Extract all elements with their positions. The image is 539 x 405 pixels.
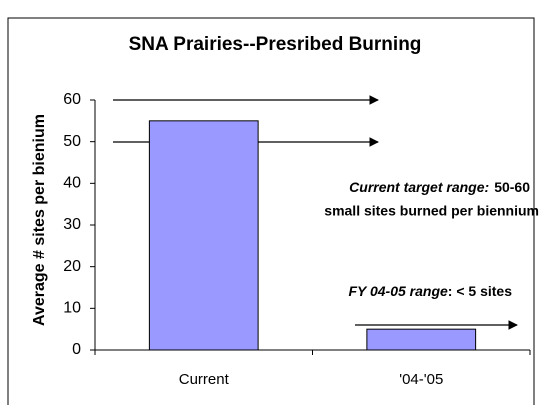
bar (148, 120, 259, 351)
y-tick-label: 0 (72, 341, 81, 358)
x-tick-label: '04-'05 (399, 371, 443, 388)
annotation: FY 04-05 range: < 5 sites (348, 283, 512, 299)
bar (366, 328, 477, 351)
y-tick-label: 50 (63, 133, 81, 150)
y-tick-label: 60 (63, 91, 81, 108)
chart-title: SNA Prairies--Presribed Burning (129, 34, 422, 55)
annotation-part: 50-60 (494, 179, 530, 195)
y-tick-label: 20 (63, 258, 81, 275)
y-tick-label: 40 (63, 175, 81, 192)
y-axis-label: Average # sites per bienium (31, 114, 48, 326)
y-tick-label: 10 (63, 300, 81, 317)
annotation: Current target range: 50-60 (349, 179, 530, 195)
x-tick-label: Current (179, 371, 230, 388)
annotation-part: FY 04-05 range (348, 283, 448, 299)
annotation-part: : < 5 sites (448, 283, 512, 299)
y-tick-label: 30 (63, 216, 81, 233)
annotation-part: Current target range: (349, 179, 489, 195)
annotation: small sites burned per biennium (324, 203, 539, 219)
